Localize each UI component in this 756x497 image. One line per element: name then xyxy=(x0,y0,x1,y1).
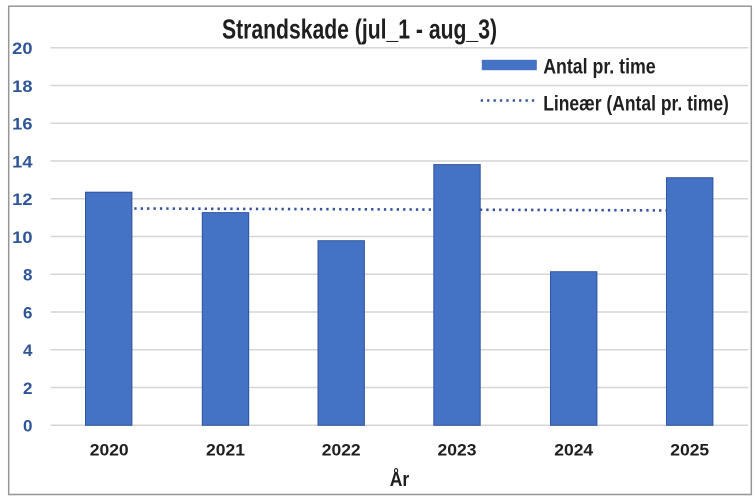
svg-text:16: 16 xyxy=(12,115,32,134)
svg-text:2023: 2023 xyxy=(438,442,477,460)
svg-text:2020: 2020 xyxy=(90,442,129,460)
svg-text:2022: 2022 xyxy=(322,442,361,460)
svg-text:2: 2 xyxy=(23,379,32,398)
svg-text:8: 8 xyxy=(23,266,32,285)
svg-text:2021: 2021 xyxy=(206,442,245,460)
svg-text:12: 12 xyxy=(12,190,32,209)
svg-text:Strandskade (jul_1 - aug_3): Strandskade (jul_1 - aug_3) xyxy=(222,14,497,45)
svg-text:10: 10 xyxy=(12,228,32,247)
svg-text:18: 18 xyxy=(12,77,32,96)
svg-text:År: År xyxy=(390,467,410,491)
svg-text:20: 20 xyxy=(12,39,32,58)
svg-text:4: 4 xyxy=(23,341,33,360)
svg-text:2025: 2025 xyxy=(670,442,709,460)
svg-text:Antal pr. time: Antal pr. time xyxy=(543,55,656,79)
svg-text:Lineær (Antal pr. time): Lineær (Antal pr. time) xyxy=(543,92,729,116)
svg-text:0: 0 xyxy=(23,417,32,436)
svg-text:14: 14 xyxy=(12,152,33,171)
svg-text:2024: 2024 xyxy=(554,442,593,460)
svg-text:6: 6 xyxy=(23,303,32,322)
